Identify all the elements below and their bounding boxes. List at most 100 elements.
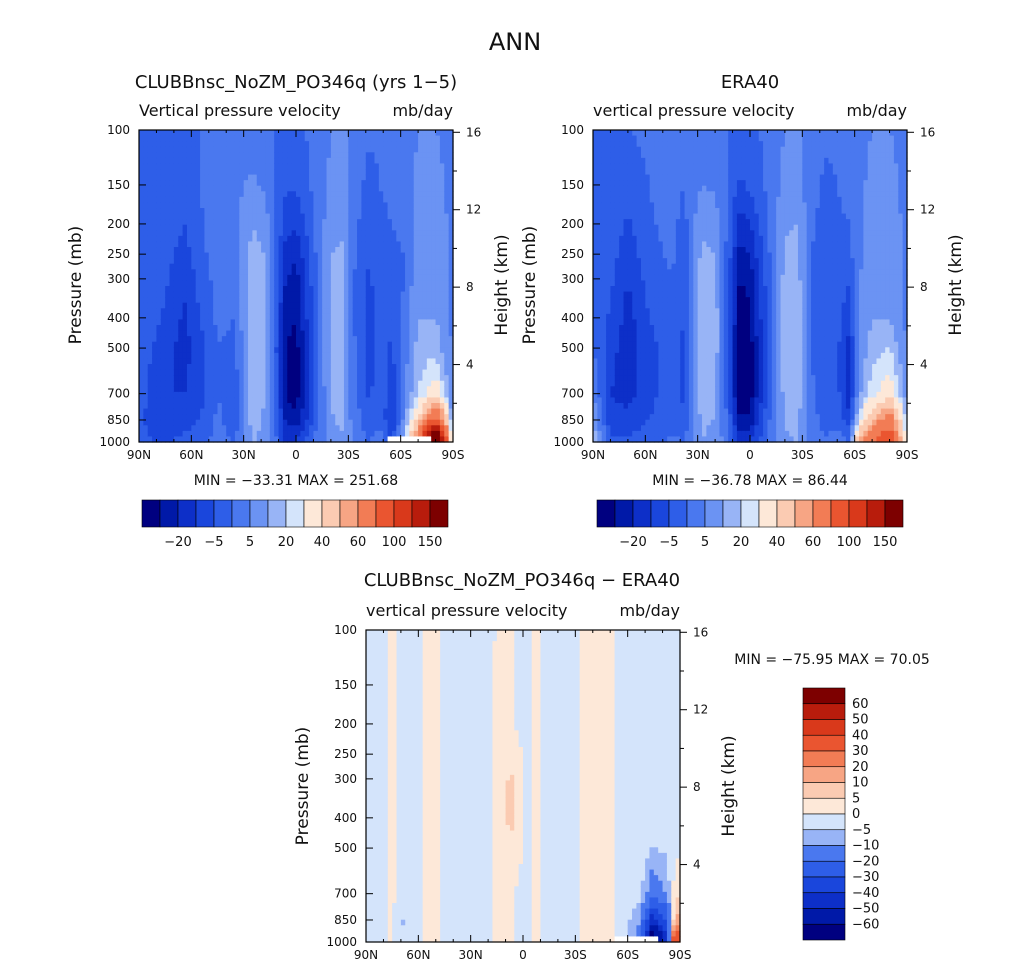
field-cell — [309, 219, 315, 226]
field-cell — [396, 430, 402, 438]
field-cell — [160, 224, 166, 231]
field-cell — [143, 180, 149, 187]
field-cell — [160, 174, 166, 181]
field-cell — [357, 208, 363, 215]
field-cell — [173, 380, 179, 387]
field-cell — [374, 430, 380, 438]
field-cell — [409, 141, 415, 148]
field-cell — [191, 191, 197, 198]
field-cell — [313, 169, 319, 176]
field-cell — [614, 258, 620, 265]
field-cell — [200, 403, 206, 410]
field-cell — [593, 436, 598, 443]
field-cell — [610, 146, 616, 153]
field-cell — [614, 252, 620, 259]
field-cell — [261, 180, 267, 187]
field-cell — [226, 403, 232, 410]
field-cell — [143, 325, 149, 332]
field-cell — [391, 130, 397, 137]
field-cell — [326, 352, 332, 360]
field-cell — [614, 436, 620, 443]
field-cell — [165, 174, 171, 181]
field-cell — [226, 274, 232, 282]
field-cell — [191, 325, 197, 332]
field-cell — [619, 347, 625, 354]
field-cell — [654, 180, 660, 187]
field-cell — [296, 280, 301, 287]
field-cell — [400, 341, 406, 348]
field-cell — [649, 397, 655, 404]
field-cell — [217, 208, 223, 215]
field-cell — [378, 419, 384, 426]
field-cell — [374, 191, 380, 198]
field-cell — [274, 202, 280, 209]
field-cell — [221, 291, 227, 298]
field-cell — [439, 130, 445, 137]
field-cell — [649, 341, 655, 348]
field-cell — [326, 169, 332, 176]
field-cell — [143, 375, 149, 382]
field-cell — [593, 230, 598, 237]
stats-text: MIN = −33.31 MAX = 251.68 — [194, 473, 398, 489]
field-cell — [204, 425, 210, 432]
field-cell — [335, 258, 341, 265]
colorbar-swatch — [141, 499, 161, 528]
field-cell — [597, 436, 603, 443]
field-cell — [405, 152, 410, 159]
field-cell — [374, 319, 380, 326]
field-cell — [343, 336, 349, 343]
field-cell — [152, 180, 158, 187]
field-cell — [309, 313, 315, 321]
field-cell — [191, 380, 197, 387]
field-cell — [317, 391, 323, 399]
field-cell — [182, 252, 188, 259]
field-cell — [606, 358, 612, 365]
field-cell — [309, 146, 315, 153]
field-cell — [274, 263, 280, 270]
colorbar-swatch — [267, 499, 287, 528]
field-cell — [165, 263, 171, 270]
field-cell — [378, 263, 384, 270]
field-cell — [274, 174, 280, 181]
field-cell — [226, 163, 232, 170]
field-cell — [409, 135, 415, 142]
field-cell — [426, 325, 432, 332]
field-cell — [252, 208, 258, 215]
field-cell — [256, 369, 262, 376]
field-cell — [226, 375, 232, 382]
field-cell — [178, 341, 184, 348]
field-cell — [593, 380, 598, 387]
field-cell — [322, 241, 328, 248]
field-cell — [627, 308, 633, 315]
field-cell — [593, 152, 598, 159]
field-cell — [343, 347, 349, 354]
field-cell — [422, 397, 428, 404]
field-cell — [261, 330, 267, 337]
field-cell — [304, 180, 310, 187]
field-cell — [418, 224, 424, 231]
field-cell — [365, 308, 371, 315]
field-cell — [313, 252, 319, 259]
field-cell — [387, 425, 393, 432]
field-cell — [139, 302, 144, 309]
field-cell — [160, 319, 166, 326]
field-cell — [160, 297, 166, 304]
field-cell — [200, 180, 206, 187]
field-cell — [405, 336, 410, 343]
field-cell — [261, 414, 267, 421]
field-cell — [348, 336, 354, 343]
field-cell — [391, 269, 397, 276]
field-cell — [601, 163, 607, 170]
field-cell — [139, 297, 144, 304]
field-cell — [335, 224, 341, 231]
field-cell — [160, 180, 166, 187]
field-cell — [169, 213, 175, 220]
field-cell — [213, 403, 219, 410]
field-cell — [291, 380, 297, 387]
field-cell — [178, 302, 184, 309]
field-cell — [221, 191, 227, 198]
field-cell — [252, 269, 258, 276]
field-cell — [322, 325, 328, 332]
field-cell — [593, 414, 598, 421]
field-cell — [645, 152, 651, 159]
